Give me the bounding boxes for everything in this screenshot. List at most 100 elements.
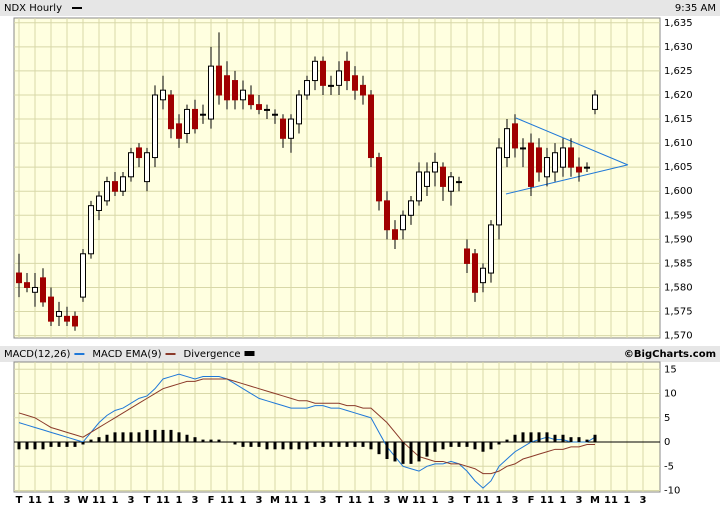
legend-swatch	[165, 353, 176, 355]
candle-body	[88, 205, 94, 255]
candle-body	[256, 104, 262, 110]
candle-body	[448, 176, 454, 192]
histogram-bar	[481, 442, 485, 452]
candle-body	[72, 315, 78, 327]
y-tick-label: -5	[664, 461, 674, 472]
macd-line	[18, 373, 596, 489]
histogram-bar	[17, 442, 21, 450]
x-tick-label: 1	[48, 495, 55, 506]
macd-line	[18, 378, 595, 475]
x-tick-label: 1	[240, 495, 247, 506]
candle-body	[24, 282, 30, 288]
candle-body	[144, 152, 150, 183]
histogram-bar	[369, 442, 373, 450]
candle-body	[512, 123, 518, 149]
candle-body	[56, 311, 62, 317]
histogram-bar	[49, 442, 53, 447]
histogram-bar	[89, 439, 93, 443]
x-tick-label: 3	[192, 495, 199, 506]
y-tick-label: 1,590	[664, 234, 693, 245]
candle-body	[368, 94, 374, 159]
candle-body	[40, 277, 46, 303]
candle-body	[264, 108, 270, 111]
candle-body	[232, 80, 238, 101]
candle-body	[288, 118, 294, 139]
histogram-bar	[281, 442, 285, 450]
candle-body	[272, 113, 278, 116]
histogram-bar	[433, 442, 437, 452]
histogram-bar	[537, 432, 541, 443]
histogram-bar	[313, 442, 317, 447]
candle-body	[504, 128, 510, 159]
title-swatch	[72, 7, 82, 9]
histogram-bar	[497, 442, 501, 445]
candle-body	[152, 94, 158, 159]
x-tick-label: 11	[92, 495, 106, 506]
candle-body	[584, 166, 590, 169]
y-tick-label: 1,635	[664, 18, 693, 29]
histogram-bar	[329, 442, 333, 447]
candle-body	[352, 75, 358, 91]
histogram-bar	[585, 439, 589, 443]
trend-line	[505, 164, 628, 195]
histogram-bar	[177, 432, 181, 443]
histogram-bar	[521, 432, 525, 443]
candle-body	[96, 195, 102, 211]
y-tick-label: 1,570	[664, 331, 693, 342]
candle-body	[544, 157, 550, 178]
x-tick-label: 1	[368, 495, 375, 506]
header-bar	[0, 0, 720, 16]
histogram-bar	[289, 442, 293, 450]
histogram-bar	[113, 432, 117, 443]
candle-body	[576, 166, 582, 173]
candle-body	[496, 147, 502, 226]
histogram-bar	[409, 442, 413, 464]
x-tick-label: 11	[604, 495, 618, 506]
x-tick-label: 1	[304, 495, 311, 506]
histogram-bar	[153, 429, 157, 443]
x-tick-label: 11	[28, 495, 42, 506]
candle-body	[464, 248, 470, 264]
candle-body	[440, 166, 446, 187]
x-tick-label: T	[16, 495, 23, 506]
histogram-bar	[161, 429, 165, 443]
y-tick-label: -10	[664, 486, 680, 497]
candle-body	[432, 161, 438, 173]
candle-body	[328, 84, 334, 87]
x-tick-label: F	[208, 495, 215, 506]
x-tick-label: T	[336, 495, 343, 506]
candle-body	[280, 118, 286, 139]
candle-body	[480, 267, 486, 284]
histogram-bar	[489, 442, 493, 450]
candle-body	[320, 60, 326, 86]
x-tick-label: 3	[64, 495, 71, 506]
histogram-bar	[425, 442, 429, 457]
candle-body	[520, 147, 526, 150]
x-tick-label: M	[590, 495, 600, 506]
x-tick-label: 3	[448, 495, 455, 506]
chart-title: NDX Hourly	[4, 3, 62, 14]
candle-body	[224, 75, 230, 101]
y-tick-label: 1,605	[664, 162, 693, 173]
histogram-bar	[193, 437, 197, 443]
histogram-bar	[441, 442, 445, 450]
x-tick-label: T	[144, 495, 151, 506]
y-tick-label: 1,580	[664, 282, 693, 293]
candle-body	[552, 152, 558, 173]
candle-body	[392, 229, 398, 240]
histogram-bar	[185, 434, 189, 443]
y-tick-label: 1,575	[664, 307, 693, 318]
histogram-bar	[257, 442, 261, 447]
histogram-bar	[361, 442, 365, 447]
histogram-bar	[513, 434, 517, 443]
candle-body	[120, 176, 126, 192]
candle-body	[344, 60, 350, 82]
histogram-bar	[129, 432, 133, 443]
y-tick-label: 1,620	[664, 90, 693, 101]
candle-body	[560, 147, 566, 168]
macd-panel	[13, 361, 661, 493]
histogram-bar	[249, 442, 253, 447]
x-tick-label: 3	[128, 495, 135, 506]
candle-body	[568, 147, 574, 168]
trend-line	[515, 117, 629, 166]
